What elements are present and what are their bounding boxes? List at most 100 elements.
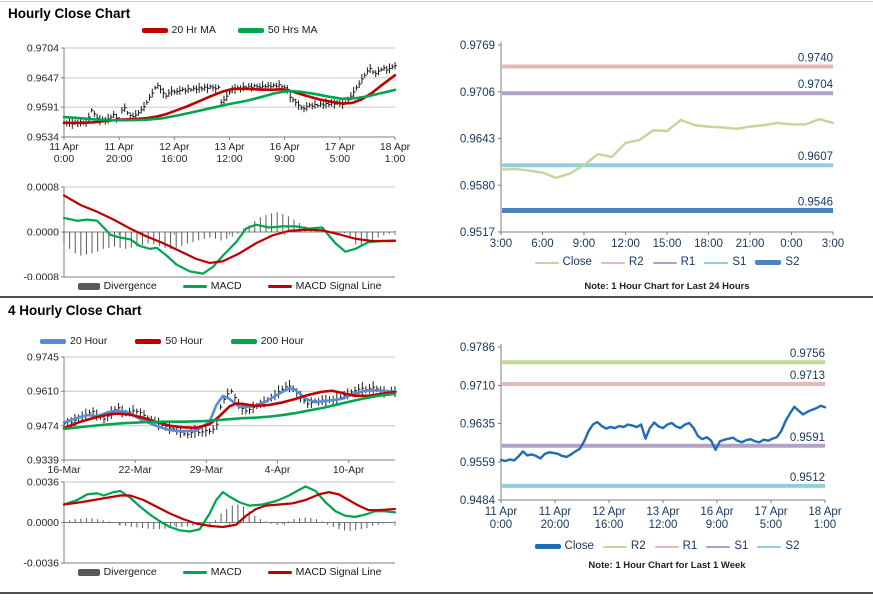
legend-label: Divergence bbox=[103, 566, 157, 578]
legend-label: MACD Signal Line bbox=[295, 566, 382, 578]
macd-signal-line-swatch-icon bbox=[267, 571, 292, 574]
x-axis-tick-label: 11 Apr bbox=[104, 141, 134, 153]
hourly-sr-note: Note: 1 Hour Chart for Last 24 Hours bbox=[584, 281, 750, 292]
y-axis-tick-label: 0.9704 bbox=[27, 43, 59, 55]
y-axis-tick-label: 0.0000 bbox=[27, 227, 59, 239]
s2-level-label: 0.9546 bbox=[798, 196, 833, 208]
x-axis-tick-label: 9:00 bbox=[573, 238, 595, 250]
close-line bbox=[499, 118, 835, 180]
legend-label: Close bbox=[562, 256, 592, 268]
legend-item-r2: R2 bbox=[600, 256, 644, 269]
divergence-swatch-icon bbox=[77, 568, 100, 576]
r1-level-label: 0.9713 bbox=[790, 370, 825, 382]
hourly-sr-legend: Close R2 R1 S1 S2 bbox=[501, 256, 833, 269]
x-axis-tick-label: 17 Apr bbox=[325, 141, 356, 153]
legend-item-20-hour: 20 Hour bbox=[40, 336, 107, 347]
x-axis-tick-label: 0:00 bbox=[780, 238, 802, 250]
legend-label: S1 bbox=[732, 256, 747, 268]
divergence-swatch-icon bbox=[77, 282, 100, 290]
x-axis-tick-label: 22-Mar bbox=[119, 464, 153, 476]
x-axis-tick-label: 12 Apr bbox=[592, 506, 625, 518]
r1-level-label: 0.9704 bbox=[798, 79, 834, 91]
legend-item-macd-signal-line: MACD Signal Line bbox=[267, 566, 382, 578]
r1-swatch-icon bbox=[652, 261, 677, 264]
four-hourly-price-legend: 20 Hour 50 Hour 200 Hour bbox=[40, 336, 410, 347]
x-axis-tick-label: 11 Apr bbox=[485, 506, 518, 518]
legend-label: S2 bbox=[785, 540, 800, 552]
hourly-section-title: Hourly Close Chart bbox=[8, 6, 131, 21]
x-axis-tick-label: 18 Apr bbox=[380, 141, 411, 153]
four-hourly-sr-note: Note: 1 Hour Chart for Last 1 Week bbox=[588, 560, 746, 571]
y-axis-tick-label: 0.9591 bbox=[27, 102, 59, 114]
y-axis-tick-label: 0.9769 bbox=[460, 40, 495, 52]
hourly-price-legend: 20 Hr MA 50 Hrs MA bbox=[64, 25, 395, 36]
y-axis-tick-label: 0.9474 bbox=[27, 420, 59, 432]
x-axis-tick-label: 18:00 bbox=[694, 238, 723, 250]
hourly-support-resistance-chart: 0.9517 0.9580 0.9643 0.9706 0.9769 3:00 6:00 9:… bbox=[460, 40, 844, 250]
bottom-divider bbox=[0, 592, 873, 594]
x-axis-tick-label: 5:00 bbox=[760, 519, 782, 531]
200-hour-line bbox=[62, 392, 397, 431]
legend-label: MACD bbox=[210, 280, 242, 292]
close-swatch-icon bbox=[534, 261, 559, 264]
x-axis-tick-label: 16 Apr bbox=[700, 506, 733, 518]
x-axis-tick-label: 10-Apr bbox=[333, 464, 365, 476]
s2-swatch-icon bbox=[757, 545, 782, 548]
hourly-macd-legend: Divergence MACD MACD Signal Line bbox=[64, 281, 395, 292]
legend-item-50-hrs-ma: 50 Hrs MA bbox=[237, 25, 317, 36]
y-axis-tick-label: 0.0008 bbox=[27, 182, 59, 194]
y-axis-tick-label: 0.9534 bbox=[27, 132, 59, 144]
r2-level-label: 0.9756 bbox=[790, 348, 825, 360]
four-hourly-section-title: 4 Hourly Close Chart bbox=[8, 303, 142, 318]
middle-divider bbox=[0, 296, 873, 298]
legend-item-50-hour: 50 Hour bbox=[135, 336, 203, 347]
x-axis-tick-label: 18 Apr bbox=[808, 506, 841, 518]
legend-label: 20 Hr MA bbox=[171, 24, 216, 36]
r1-swatch-icon bbox=[654, 545, 679, 548]
y-axis-tick-label: 0.9339 bbox=[27, 455, 59, 467]
y-axis-tick-label: 0.9635 bbox=[460, 419, 495, 431]
y-axis-tick-label: 0.9786 bbox=[460, 342, 495, 354]
y-axis-tick-label: 0.9643 bbox=[460, 134, 495, 146]
legend-item-divergence: Divergence bbox=[77, 566, 157, 578]
macd-swatch-icon bbox=[182, 285, 207, 288]
200-hour-swatch-icon bbox=[230, 338, 257, 344]
x-axis-tick-label: 11 Apr bbox=[49, 141, 79, 153]
legend-label: S1 bbox=[734, 540, 749, 552]
legend-label: R1 bbox=[680, 256, 696, 268]
four-hourly-close-price-chart: 0.9339 0.9474 0.9610 0.9745 16-Mar 22-Mar 29-M… bbox=[27, 352, 397, 476]
x-axis-tick-label: 12:00 bbox=[611, 238, 640, 250]
y-axis-tick-label: -0.0036 bbox=[23, 558, 59, 570]
50-hour-line bbox=[62, 389, 397, 430]
top-divider bbox=[0, 1, 873, 2]
20-hour-line bbox=[62, 386, 397, 433]
legend-label: R2 bbox=[630, 540, 646, 552]
x-axis-tick-label: 9:00 bbox=[274, 153, 295, 165]
x-axis-tick-label: 20:00 bbox=[541, 519, 570, 531]
x-axis-tick-label: 12:00 bbox=[216, 153, 242, 165]
r2-swatch-icon bbox=[602, 545, 627, 548]
x-axis-tick-label: 29-Mar bbox=[190, 464, 224, 476]
macd-swatch-icon bbox=[182, 571, 207, 574]
legend-item-macd: MACD bbox=[182, 280, 242, 292]
legend-item-s1: S1 bbox=[706, 540, 749, 553]
four-hourly-sr-legend: Close R2 R1 S1 S2 bbox=[501, 540, 833, 553]
legend-item-r1: R1 bbox=[652, 256, 696, 269]
y-axis-tick-label: 0.9706 bbox=[460, 87, 495, 99]
close-swatch-icon bbox=[534, 544, 561, 550]
macd-line bbox=[62, 216, 397, 275]
x-axis-tick-label: 11 Apr bbox=[539, 506, 572, 518]
macd-signal-line-line bbox=[62, 491, 397, 529]
x-axis-tick-label: 9:00 bbox=[706, 519, 728, 531]
y-axis-tick-label: 0.0036 bbox=[27, 477, 59, 489]
x-axis-tick-label: 12:00 bbox=[649, 519, 678, 531]
50-hrs-ma-swatch-icon bbox=[237, 27, 264, 33]
x-axis-tick-label: 16 Apr bbox=[269, 141, 300, 153]
y-axis-tick-label: 0.9610 bbox=[27, 386, 59, 398]
legend-item-s2: S2 bbox=[757, 540, 800, 553]
x-axis-tick-label: 3:00 bbox=[822, 238, 844, 250]
x-axis-tick-label: 0:00 bbox=[490, 519, 512, 531]
legend-label: 200 Hour bbox=[260, 335, 304, 347]
